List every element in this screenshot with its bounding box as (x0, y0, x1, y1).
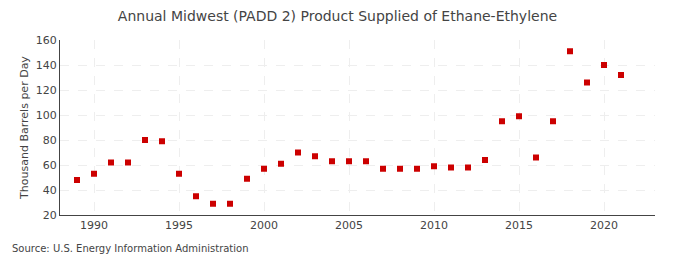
svg-text:Annual Midwest (PADD 2) Produc: Annual Midwest (PADD 2) Product Supplied… (118, 8, 557, 24)
svg-text:160: 160 (36, 34, 57, 47)
svg-text:40: 40 (43, 184, 57, 197)
svg-text:2005: 2005 (335, 219, 363, 232)
svg-text:100: 100 (36, 109, 57, 122)
svg-text:2020: 2020 (590, 219, 618, 232)
svg-text:140: 140 (36, 59, 57, 72)
svg-text:120: 120 (36, 84, 57, 97)
svg-text:20: 20 (43, 209, 57, 222)
svg-text:2000: 2000 (250, 219, 278, 232)
svg-text:1995: 1995 (165, 219, 193, 232)
svg-text:1990: 1990 (80, 219, 108, 232)
svg-text:Thousand Barrels per Day: Thousand Barrels per Day (18, 56, 31, 200)
svg-text:80: 80 (43, 134, 57, 147)
svg-text:2015: 2015 (505, 219, 533, 232)
svg-text:2010: 2010 (420, 219, 448, 232)
svg-text:60: 60 (43, 159, 57, 172)
svg-text:Source: U.S. Energy Informatio: Source: U.S. Energy Information Administ… (12, 243, 249, 254)
